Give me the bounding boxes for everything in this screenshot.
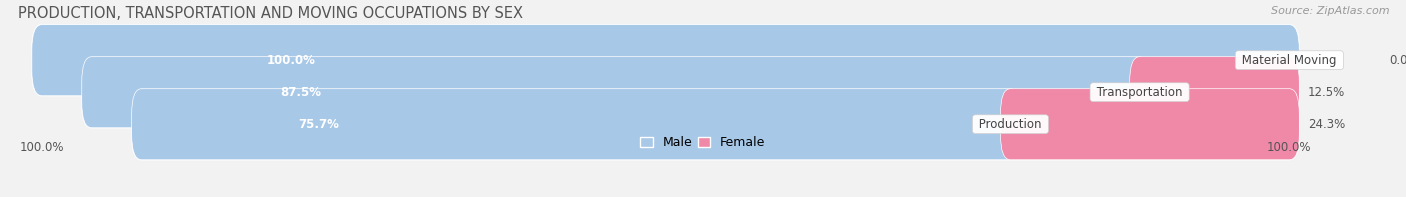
Text: 100.0%: 100.0% (266, 54, 315, 67)
Text: Source: ZipAtlas.com: Source: ZipAtlas.com (1271, 6, 1389, 16)
Text: 75.7%: 75.7% (298, 118, 339, 131)
FancyBboxPatch shape (1001, 89, 1299, 160)
FancyBboxPatch shape (32, 25, 1299, 96)
Text: 100.0%: 100.0% (1267, 141, 1312, 154)
Text: PRODUCTION, TRANSPORTATION AND MOVING OCCUPATIONS BY SEX: PRODUCTION, TRANSPORTATION AND MOVING OC… (18, 6, 523, 21)
FancyBboxPatch shape (32, 25, 1299, 96)
Text: 24.3%: 24.3% (1308, 118, 1346, 131)
FancyBboxPatch shape (82, 57, 1299, 128)
Legend: Male, Female: Male, Female (636, 131, 770, 154)
Text: 100.0%: 100.0% (20, 141, 65, 154)
Text: Transportation: Transportation (1092, 86, 1187, 99)
Text: Production: Production (976, 118, 1046, 131)
Text: Material Moving: Material Moving (1239, 54, 1340, 67)
Text: 0.0%: 0.0% (1389, 54, 1406, 67)
Text: 87.5%: 87.5% (280, 86, 322, 99)
Text: 12.5%: 12.5% (1308, 86, 1346, 99)
FancyBboxPatch shape (132, 89, 1021, 160)
FancyBboxPatch shape (1129, 57, 1299, 128)
FancyBboxPatch shape (82, 57, 1150, 128)
FancyBboxPatch shape (132, 89, 1299, 160)
